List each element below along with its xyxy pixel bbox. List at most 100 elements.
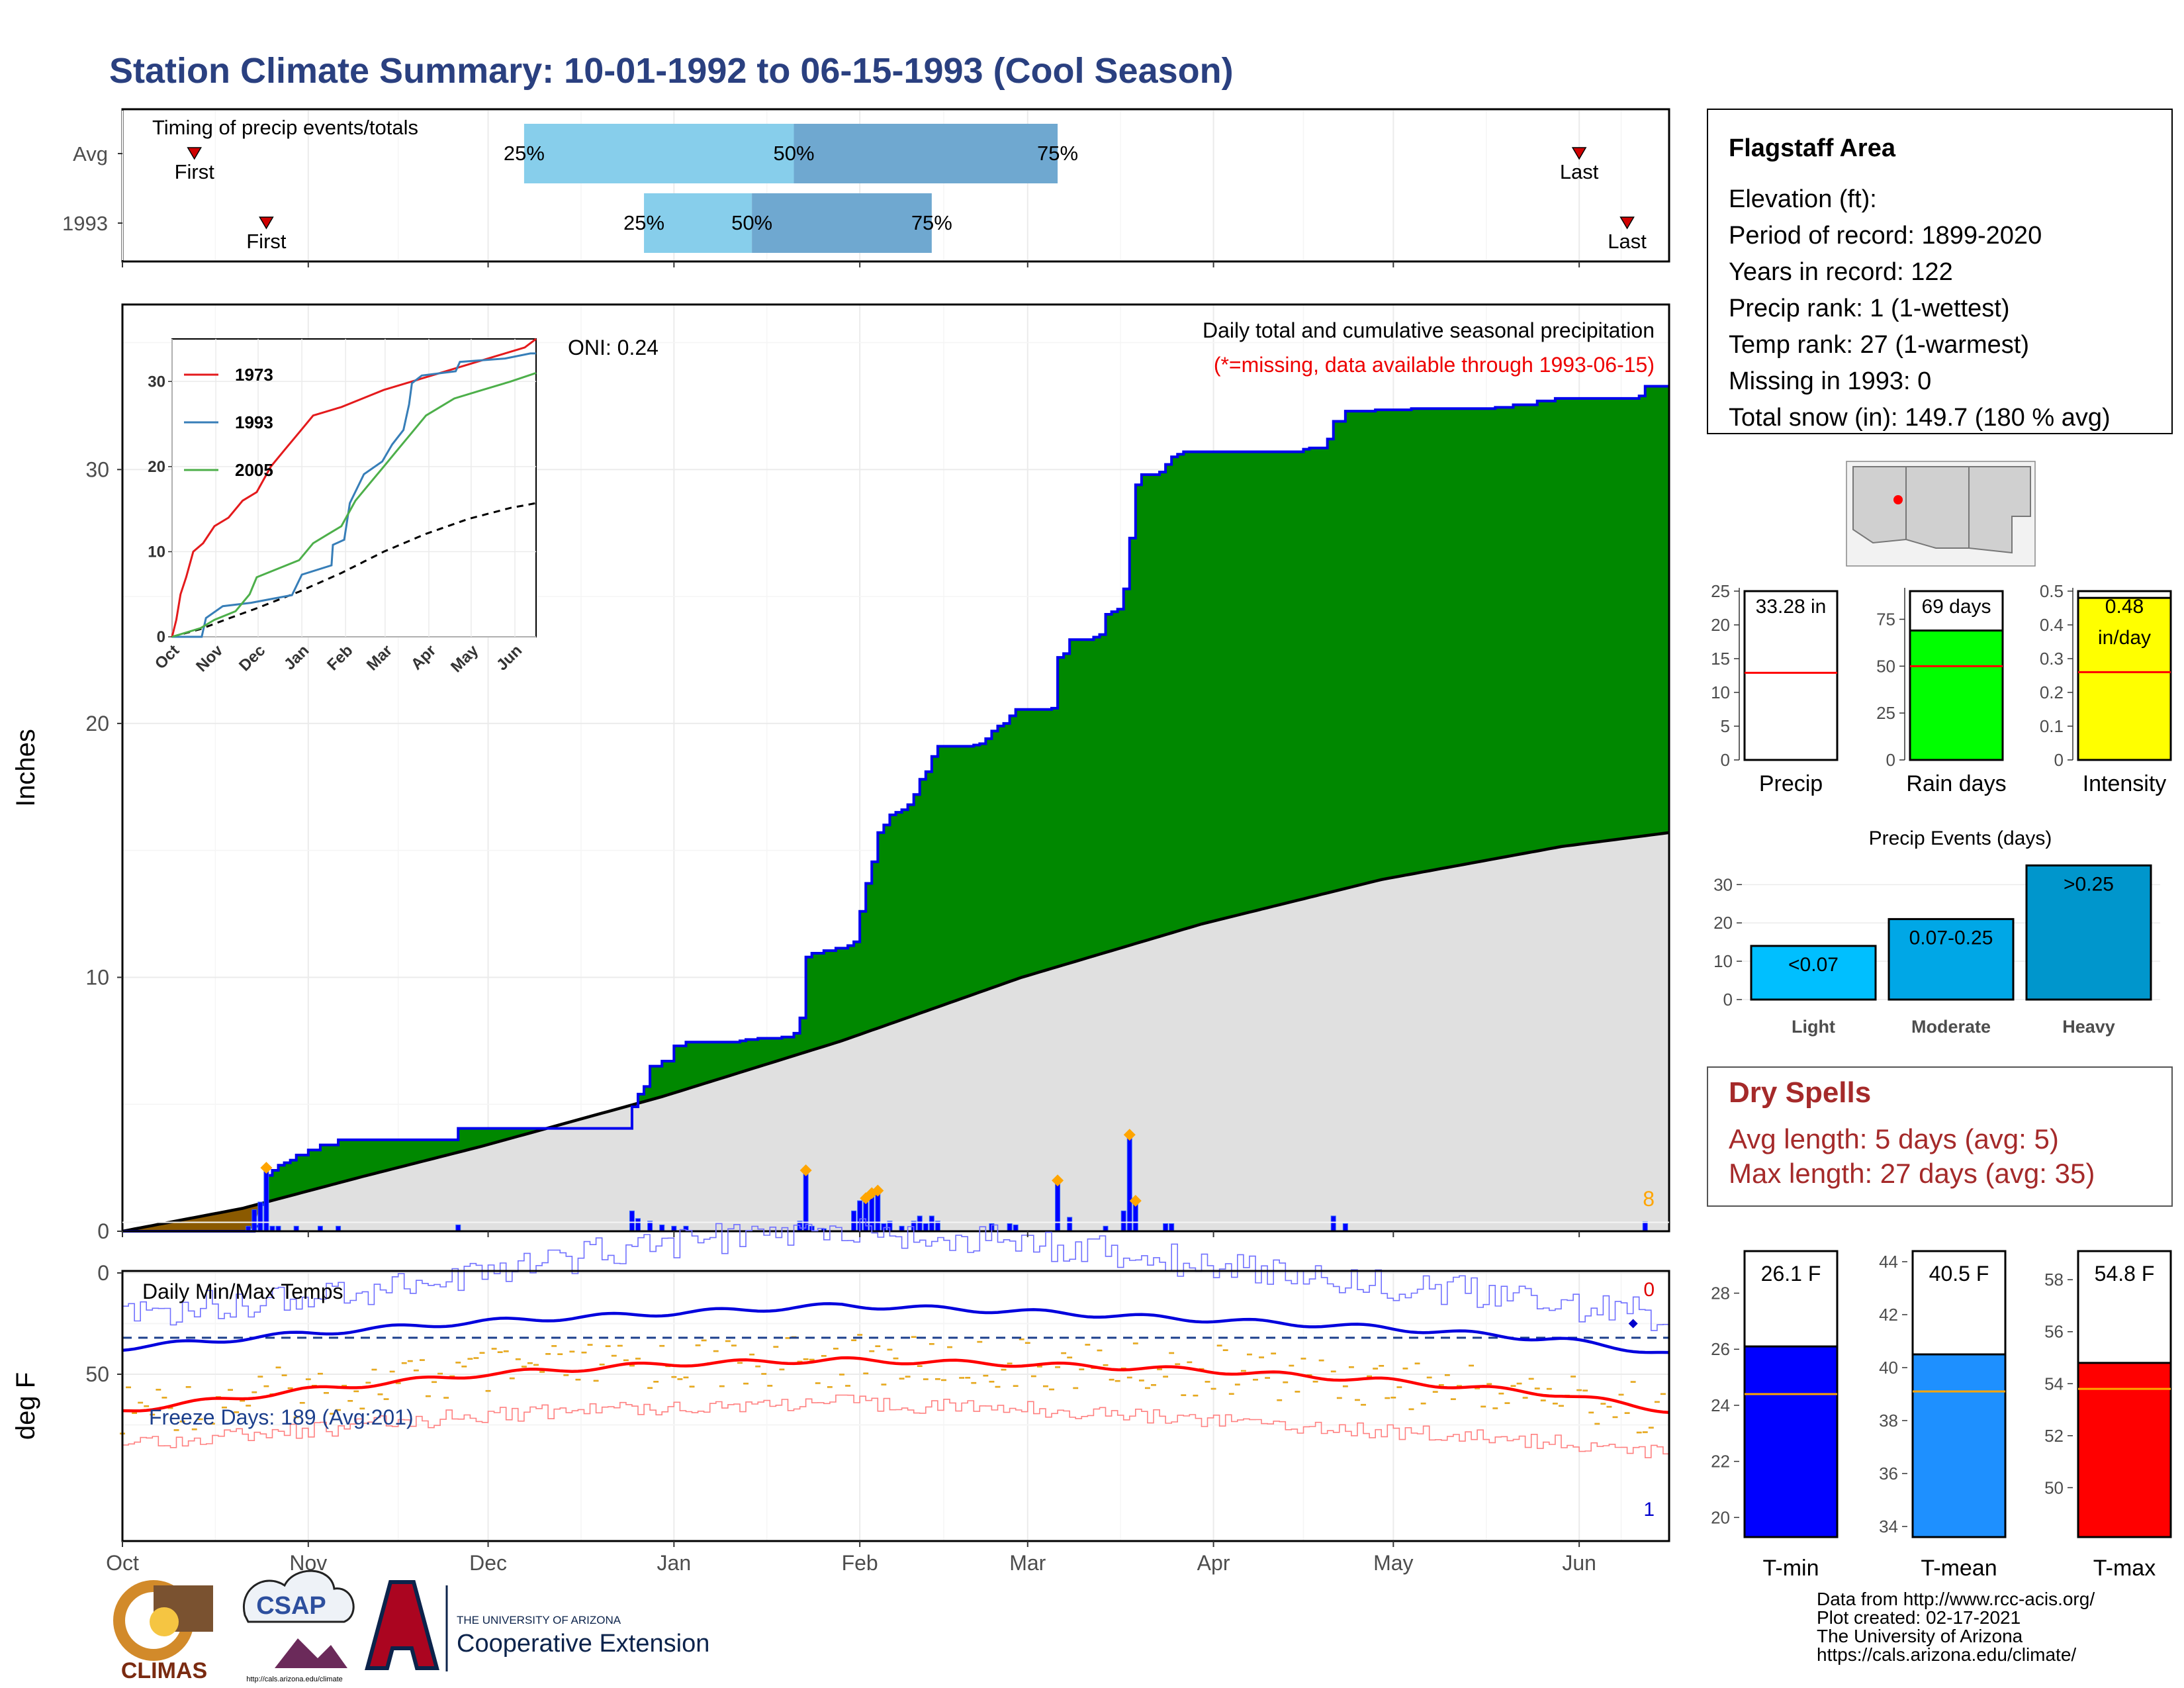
events-bar-moderate (1888, 917, 2015, 1001)
daily-temp-bar (1300, 1358, 1306, 1360)
daily-temp-bar (1289, 1364, 1295, 1367)
csap-logo-url: http://cals.arizona.edu/climate (246, 1675, 343, 1683)
mini-bar-ytick-label: 75 (1876, 610, 1895, 630)
daily-temp-bar (683, 1376, 689, 1379)
daily-temp-bar (1193, 1394, 1199, 1397)
daily-temp-bar (299, 1401, 305, 1404)
daily-temp-bar (1271, 1352, 1277, 1355)
daily-temp-bar (1432, 1391, 1438, 1393)
events-bar-label-moderate: 0.07-0.25 (1909, 927, 1993, 949)
timing-first-marker (187, 147, 203, 160)
temp-bar-value (1911, 1353, 2007, 1538)
temp-bar-chart-t-max: 50 52 54 56 58 54.8 F T-max (2044, 1250, 2172, 1581)
daily-temp-bar (485, 1389, 491, 1392)
daily-temp-bar (1379, 1365, 1385, 1367)
temp-bar-value-label: 26.1 F (1761, 1262, 1821, 1286)
temps-ylabel: deg F (11, 1372, 40, 1440)
daily-temp-bar (845, 1385, 850, 1387)
daily-temp-bar (1582, 1389, 1588, 1391)
xaxis-tick-label-dec: Dec (469, 1551, 507, 1575)
daily-temp-bar (1606, 1405, 1612, 1408)
daily-precip-bar (1055, 1180, 1061, 1232)
inset-ytick-label: 20 (148, 458, 165, 476)
daily-temp-bar (863, 1372, 869, 1375)
page-title: Station Climate Summary: 10-01-1992 to 0… (109, 51, 1234, 91)
precip-header: Daily total and cumulative seasonal prec… (1203, 318, 1655, 342)
daily-temp-bar (1559, 1405, 1564, 1407)
daily-temp-bar (923, 1378, 929, 1380)
events-bar-label-heavy: >0.25 (2064, 873, 2114, 895)
daily-temp-bar (635, 1358, 641, 1360)
daily-temp-bar (1594, 1423, 1600, 1425)
daily-temp-bar (1648, 1427, 1654, 1429)
daily-temp-bar (1486, 1383, 1492, 1385)
daily-temp-bar (347, 1399, 353, 1402)
daily-temp-bar (1636, 1431, 1642, 1434)
temps-label: Daily Min/Max Temps (142, 1280, 343, 1303)
daily-temp-bar (1654, 1401, 1660, 1403)
xaxis-tick-label-jun: Jun (1562, 1551, 1596, 1575)
temp-bar-chart-t-mean: 34 36 38 40 42 44 40.5 F T-mean (1879, 1250, 2007, 1581)
daily-temp-bar (257, 1376, 263, 1378)
station-name: Flagstaff Area (1729, 134, 1896, 162)
daily-temp-bar (377, 1393, 383, 1395)
events-title: Precip Events (days) (1869, 827, 2052, 849)
daily-temp-bar (1498, 1392, 1504, 1395)
daily-precip-bar (629, 1210, 635, 1232)
daily-temp-bar (234, 1411, 240, 1413)
daily-temp-bar (743, 1382, 749, 1385)
daily-temp-bar (815, 1382, 821, 1384)
events-ytick-label: 30 (1713, 874, 1733, 894)
xaxis-tick-label-mar: Mar (1009, 1551, 1046, 1575)
daily-temp-bar (473, 1357, 479, 1359)
average-min-temp-line (122, 1302, 1670, 1354)
daily-temp-bar (821, 1355, 827, 1357)
daily-temp-bar (383, 1398, 389, 1400)
daily-temp-bar (426, 1395, 431, 1397)
daily-temp-bar (138, 1401, 144, 1404)
mini-bar-ytick-label: 25 (1711, 581, 1730, 601)
daily-temp-bar (395, 1382, 401, 1384)
daily-temp-bar (330, 1413, 335, 1415)
daily-temp-bar (420, 1359, 425, 1361)
daily-temp-bar (1228, 1393, 1234, 1395)
daily-precip-bar (1126, 1134, 1132, 1232)
daily-precip-bar (1007, 1223, 1013, 1232)
temp-bar-ytick-label: 44 (1879, 1252, 1898, 1272)
mini-bar-ytick-label: 0 (2054, 750, 2064, 770)
inset-legend-label-1973: 1973 (235, 365, 273, 385)
daily-temp-bar (533, 1364, 539, 1366)
daily-temp-bar (767, 1385, 773, 1387)
daily-temp-bar (1552, 1402, 1558, 1405)
daily-temp-bar (132, 1412, 138, 1414)
timing-title: Timing of precip events/totals (152, 116, 418, 139)
daily-temp-bar (1205, 1381, 1210, 1383)
daily-precip-event-marker (872, 1184, 884, 1197)
precip-subheader: (*=missing, data available through 1993-… (1214, 353, 1655, 377)
precip-ytick-label: 20 (85, 712, 109, 735)
daily-temp-bar (983, 1374, 989, 1377)
daily-temp-bar (749, 1353, 755, 1356)
daily-temp-bar (150, 1413, 156, 1416)
precip-panel: Daily total and cumulative seasonal prec… (11, 303, 1670, 1243)
daily-temp-bar (1408, 1408, 1414, 1411)
daily-temp-bar (126, 1386, 131, 1389)
footer-line-4: https://cals.arizona.edu/climate/ (1817, 1644, 2076, 1665)
daily-precip-event-marker (1052, 1174, 1064, 1187)
freeze-days-label: Freeze Days: 189 (Avg:201) (149, 1405, 414, 1429)
daily-temp-bar (1312, 1380, 1318, 1383)
station-info-line: Elevation (ft): (1729, 185, 1877, 213)
daily-temp-bar (1240, 1370, 1246, 1372)
mini-bar-value-label: 0.48 (2105, 596, 2144, 618)
inset-average-line (171, 502, 537, 638)
daily-temp-bar (1492, 1407, 1498, 1409)
daily-temp-bar (1007, 1362, 1013, 1365)
temp-bar-value (2077, 1362, 2172, 1538)
daily-temp-bar (893, 1357, 899, 1360)
daily-precip-bar (257, 1201, 263, 1232)
events-bar-label-light: <0.07 (1788, 954, 1839, 976)
daily-temp-bar (1444, 1374, 1450, 1376)
daily-temp-bar (917, 1365, 923, 1367)
daily-temp-bar (1253, 1378, 1258, 1381)
